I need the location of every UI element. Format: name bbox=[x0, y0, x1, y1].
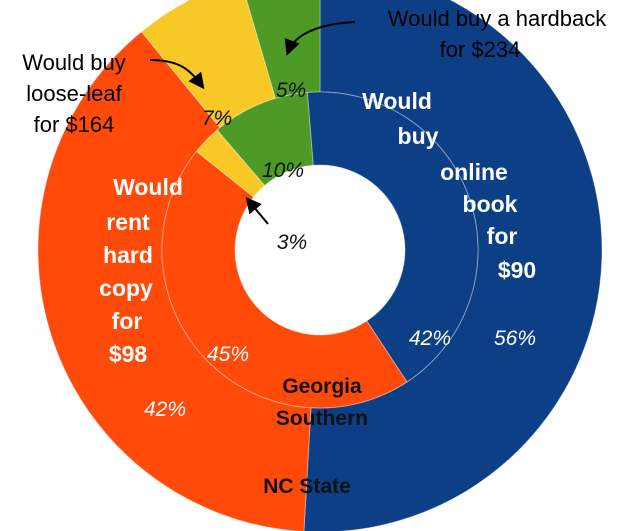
georgia-southern-pct-label-3: 3% bbox=[277, 231, 307, 254]
callout-arrow-loose-leaf bbox=[149, 59, 205, 90]
nc-state-pct-label-1: 56% bbox=[494, 327, 536, 350]
category-label-online-book-line-1: Would bbox=[362, 88, 432, 114]
callout-annotations bbox=[149, 21, 356, 225]
category-label-rent-hard-copy-line-5: for bbox=[112, 308, 143, 334]
category-label-online-book-line-5: for bbox=[487, 223, 518, 249]
georgia-southern-slice-2 bbox=[161, 150, 408, 409]
category-label-online-book-line-3: online bbox=[440, 159, 508, 185]
callout-loose-leaf-line-2: loose-leaf bbox=[26, 81, 122, 106]
nc-state-pct-label-4: 5% bbox=[276, 79, 306, 102]
category-label-rent-hard-copy-line-2: rent bbox=[106, 209, 150, 235]
callout-hardback-line-1: Would buy a hardback bbox=[388, 6, 608, 31]
georgia-southern-slice-1 bbox=[306, 91, 479, 383]
callout-loose-leaf-line-3: for $164 bbox=[34, 112, 115, 137]
series-label-nc-state: NC State bbox=[263, 475, 351, 498]
nc-state-slice-1 bbox=[303, 0, 603, 531]
callout-arrow-hardback bbox=[284, 21, 356, 56]
nc-state-pct-label-2: 42% bbox=[144, 398, 186, 421]
georgia-southern-slice-4 bbox=[216, 91, 314, 187]
callout-hardback-line-2: for $234 bbox=[440, 37, 521, 62]
category-label-online-book-line-6: $90 bbox=[498, 257, 536, 283]
callout-loose-leaf-line-1: Would buy bbox=[22, 50, 126, 75]
nc-state-pct-label-3: 7% bbox=[202, 107, 232, 130]
georgia-southern-pct-label-4: 10% bbox=[262, 159, 304, 182]
category-label-rent-hard-copy-line-1: Would bbox=[113, 174, 183, 200]
category-label-rent-hard-copy-line-4: copy bbox=[99, 275, 153, 301]
category-label-online-book-line-2: buy bbox=[398, 123, 439, 149]
georgia-southern-pct-label-1: 42% bbox=[409, 327, 451, 350]
category-label-online-book-line-4: book bbox=[463, 191, 518, 217]
outer-ring-nc-state bbox=[37, 0, 603, 531]
georgia-southern-pct-label-2: 45% bbox=[207, 343, 249, 366]
category-label-rent-hard-copy-line-3: hard bbox=[103, 242, 153, 268]
callout-arrow-inner-loose-leaf bbox=[245, 196, 269, 225]
series-label-georgia-southern-line-2: Southern bbox=[276, 407, 368, 430]
inner-ring-georgia-southern bbox=[161, 91, 479, 409]
category-label-rent-hard-copy-line-6: $98 bbox=[109, 341, 148, 367]
series-label-georgia-southern-line-1: Georgia bbox=[282, 375, 362, 398]
